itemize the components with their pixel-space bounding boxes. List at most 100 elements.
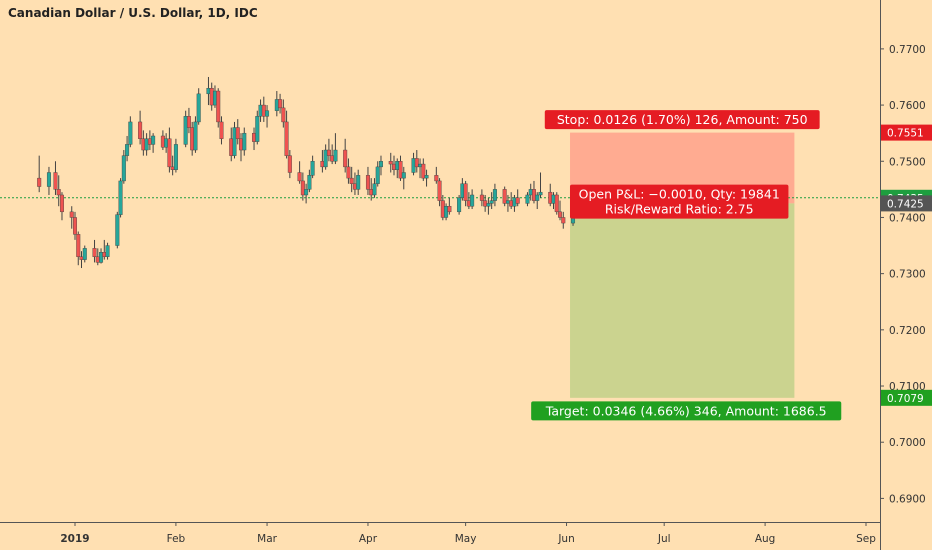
candle: [300, 172, 305, 201]
candle-body: [92, 248, 97, 257]
x-tick-label: Feb: [167, 533, 186, 545]
candle: [76, 231, 81, 266]
y-tick-label: 0.7000: [889, 437, 926, 449]
candle-body: [115, 214, 120, 246]
candle: [115, 211, 120, 249]
candle-body: [502, 189, 507, 204]
candle-body: [486, 203, 491, 207]
candle: [138, 110, 143, 145]
candle-body: [307, 175, 312, 190]
candle: [105, 242, 110, 260]
price-axis: 0.77000.76000.75000.74000.73000.72000.71…: [880, 44, 926, 505]
candle-body: [297, 172, 302, 182]
target-label: Target: 0.0346 (4.66%) 346, Amount: 1686…: [531, 401, 842, 421]
candle-body: [479, 194, 484, 201]
candle-body: [56, 189, 61, 196]
candle-body: [284, 121, 289, 156]
candle-body: [470, 194, 475, 207]
candle-body: [121, 155, 126, 182]
candle: [69, 206, 74, 229]
candle-body: [554, 194, 559, 213]
price-badge-bg: [881, 389, 932, 406]
price-badge-text: 0.7551: [887, 128, 924, 140]
candle: [297, 161, 302, 184]
candle-body: [278, 99, 283, 109]
candle-body: [538, 191, 543, 196]
candle-body: [434, 175, 439, 182]
candle: [365, 166, 370, 195]
candle: [421, 158, 426, 181]
position-tool: [570, 132, 795, 398]
candle-body: [173, 144, 178, 170]
candle: [186, 107, 191, 134]
candle: [92, 239, 97, 263]
candle: [193, 116, 198, 153]
candles: [37, 76, 576, 269]
candle: [434, 166, 439, 184]
time-axis: 2019 Feb Mar Apr May Jun Jul Aug Sep: [60, 522, 876, 545]
candle: [447, 197, 452, 215]
candle: [125, 135, 130, 162]
y-tick-label: 0.7700: [889, 44, 926, 56]
y-tick-label: 0.7200: [889, 325, 926, 337]
candle: [486, 197, 491, 215]
candle: [349, 166, 354, 193]
candle-body: [421, 163, 426, 179]
price-badge-text: 0.7079: [887, 393, 924, 405]
candle-body: [323, 149, 328, 168]
candle-body: [401, 172, 406, 179]
candle: [463, 180, 468, 207]
candle: [151, 133, 156, 153]
candle-body: [125, 144, 130, 156]
x-tick-label: Jun: [557, 533, 574, 545]
candle-body: [265, 110, 270, 117]
candle: [333, 133, 338, 165]
candle: [82, 245, 87, 263]
x-tick-label: 2019: [60, 533, 89, 545]
candle-body: [356, 175, 361, 190]
candle-body: [463, 183, 468, 201]
x-tick-label: Apr: [359, 533, 378, 545]
price-badge-entry: 0.7425: [881, 195, 932, 212]
candle: [414, 150, 419, 173]
candle-body: [535, 194, 540, 201]
candle: [255, 110, 260, 145]
candle-body: [349, 177, 354, 184]
candle-body: [304, 189, 309, 196]
candle: [242, 127, 247, 156]
candle-body: [398, 161, 403, 179]
candle: [307, 169, 312, 193]
candle-body: [167, 138, 172, 168]
candle: [37, 155, 42, 193]
candle: [167, 127, 172, 173]
candle: [561, 211, 566, 229]
candle-body: [235, 127, 240, 139]
candle-body: [183, 116, 188, 145]
candle: [388, 152, 393, 173]
candle: [457, 194, 462, 215]
candle-body: [378, 161, 383, 168]
stop-label: Stop: 0.0126 (1.70%) 126, Amount: 750: [544, 110, 820, 130]
candle-body: [388, 161, 393, 165]
candle: [323, 144, 328, 170]
candle: [372, 178, 377, 198]
candle: [398, 155, 403, 181]
candle: [502, 186, 507, 207]
y-tick-label: 0.7300: [889, 269, 926, 281]
price-badge-target: 0.7079: [881, 389, 932, 406]
candle: [424, 169, 429, 187]
candle: [121, 150, 126, 184]
target-zone: [570, 203, 795, 398]
candle-body: [53, 172, 58, 190]
candle: [118, 178, 123, 218]
candle-body: [281, 107, 286, 123]
candle-body: [525, 194, 530, 204]
candle-body: [343, 149, 348, 168]
candle: [356, 169, 361, 195]
candle: [437, 178, 442, 207]
candle: [53, 161, 58, 195]
candle: [278, 93, 283, 114]
pnl-label-bg: [569, 184, 789, 219]
